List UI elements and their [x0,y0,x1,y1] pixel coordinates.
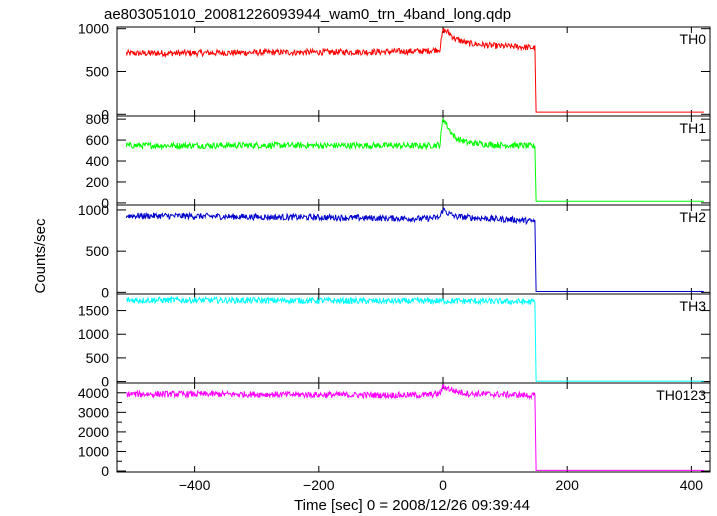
panels-group: 0 500 1000 TH0 0 200 400 600 800 TH1 0 500 1000 TH2 0 5… [78,21,711,479]
panel-label: TH1 [680,120,707,136]
y-tick-label: 200 [86,174,110,190]
x-tick-label: 400 [680,477,704,493]
panel-th2: 0 500 1000 TH2 [78,202,711,300]
panel-frame [116,115,711,206]
series-line-th3 [125,295,704,382]
x-axis: −400 −200 0 200 400 [179,477,703,493]
y-tick-label: 0 [101,195,109,211]
panel-th0: 0 500 1000 TH0 [78,21,711,122]
y-tick-label: 500 [86,350,110,366]
x-tick-label: −200 [303,477,335,493]
x-tick-label: 0 [439,477,447,493]
panel-frame [116,382,711,473]
y-tick-label: 4000 [78,385,109,401]
series-line-th0 [125,27,704,113]
y-tick-label: 500 [86,64,110,80]
y-axis-label: Counts/sec [32,218,49,294]
panel-label: TH0123 [656,387,706,403]
y-tick-label: 1000 [78,202,109,218]
x-tick-label: 200 [556,477,580,493]
y-tick-label: 0 [101,374,109,390]
panel-frame [116,293,711,384]
panel-th1: 0 200 400 600 800 TH1 [86,111,711,211]
y-tick-label: 600 [86,132,110,148]
y-tick-label: 3000 [78,404,109,420]
y-tick-label: 1000 [78,443,109,459]
y-tick-label: 1000 [78,326,109,342]
panel-th3: 0 500 1000 1500 TH3 [78,293,711,390]
panel-label: TH2 [680,209,707,225]
y-tick-label: 800 [86,111,110,127]
y-tick-label: 1000 [78,21,109,37]
panel-frame [116,26,711,117]
series-line-th2 [125,207,704,292]
y-tick-label: 500 [86,243,110,259]
y-tick-label: 1500 [78,303,109,319]
chart-title: ae803051010_20081226093944_wam0_trn_4ban… [104,6,511,23]
y-tick-label: 0 [101,106,109,122]
panel-label: TH3 [680,298,707,314]
panel-th0123: 0 1000 2000 3000 4000 TH0123 [78,382,711,479]
y-tick-label: 2000 [78,424,109,440]
y-tick-label: 400 [86,153,110,169]
x-tick-label: −400 [179,477,211,493]
panel-label: TH0 [680,31,707,47]
series-line-th1 [125,117,704,202]
y-tick-label: 0 [101,463,109,479]
series-line-th0123 [125,384,704,471]
x-axis-label: Time [sec] 0 = 2008/12/26 09:39:44 [294,497,530,514]
y-tick-label: 0 [101,284,109,300]
